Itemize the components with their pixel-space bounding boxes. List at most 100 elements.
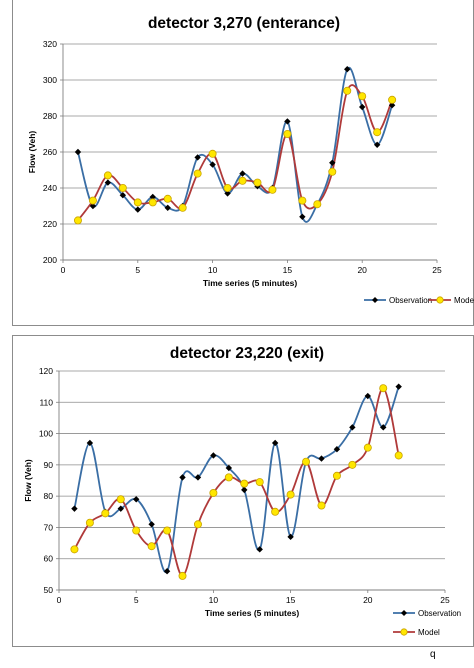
data-point-observation — [349, 424, 356, 431]
data-point-observation — [225, 464, 233, 472]
data-point-observation — [380, 424, 387, 431]
data-point-model — [343, 86, 352, 95]
data-point-observation — [71, 505, 78, 512]
data-point-observation — [364, 392, 371, 400]
chart-panel-exit: detector 23,220 (exit) 50 60 70 80 90 100 110 12… — [12, 335, 474, 647]
data-point-observation — [241, 486, 248, 494]
y-tick-label: 120 — [39, 366, 53, 376]
y-tick-label: 50 — [44, 585, 54, 595]
series-line-model — [77, 84, 393, 221]
data-point-observation — [284, 118, 291, 125]
data-point-observation — [224, 190, 231, 197]
data-point-observation — [329, 159, 336, 166]
data-point-model — [388, 95, 397, 104]
data-point-model — [178, 571, 187, 580]
data-point-observation — [194, 154, 201, 161]
chart-panel-entrance: detector 3,270 (enterance) 200 220 240 260 28… — [12, 0, 474, 326]
data-point-model — [332, 471, 341, 480]
data-point-model — [271, 507, 280, 516]
data-point-observation — [179, 474, 186, 481]
data-point-model — [255, 478, 264, 487]
y-tick-label: 80 — [44, 491, 54, 501]
x-tick-label: 0 — [61, 265, 66, 275]
legend-label-observation: Observation — [418, 609, 461, 618]
data-point-observation — [148, 521, 155, 528]
x-tick-label: 15 — [283, 265, 293, 275]
data-point-model — [224, 473, 233, 482]
x-axis-label: Time series (5 minutes) — [203, 278, 297, 288]
data-point-model — [358, 92, 367, 101]
data-point-observation — [164, 204, 171, 211]
data-point-model — [302, 457, 311, 466]
footer-text: q — [430, 649, 436, 660]
data-point-model — [148, 198, 157, 207]
x-tick-label: 0 — [57, 595, 62, 605]
data-point-model — [286, 490, 295, 499]
legend-marker-model — [436, 296, 444, 304]
data-point-observation — [395, 383, 402, 390]
y-tick-label: 240 — [43, 183, 57, 193]
data-point-model — [73, 216, 82, 225]
data-point-observation — [133, 496, 140, 503]
data-point-observation — [89, 202, 97, 210]
data-point-observation — [163, 568, 171, 575]
data-point-model — [283, 129, 292, 138]
data-point-observation — [333, 446, 341, 453]
data-point-observation — [388, 102, 396, 109]
data-point-observation — [86, 439, 94, 447]
data-point-model — [373, 128, 382, 137]
data-point-model — [70, 545, 79, 554]
data-point-observation — [117, 505, 124, 512]
data-point-observation — [134, 206, 141, 213]
y-axis-label: Flow (Veh) — [27, 131, 37, 174]
data-point-observation — [373, 141, 381, 148]
legend-marker-observation — [401, 610, 407, 616]
legend-label-model: Model — [454, 296, 474, 305]
data-point-model — [379, 384, 388, 393]
series-line-observation — [77, 66, 393, 223]
data-point-model — [223, 183, 232, 192]
data-point-observation — [149, 193, 156, 201]
legend-label-observation: Observation — [389, 296, 432, 305]
data-point-model — [298, 196, 307, 205]
x-tick-label: 20 — [363, 595, 373, 605]
data-point-model — [147, 542, 156, 551]
data-point-model — [101, 509, 110, 518]
data-point-model — [193, 520, 202, 529]
data-point-observation — [104, 179, 112, 186]
y-tick-label: 320 — [43, 39, 57, 49]
data-point-observation — [239, 170, 246, 177]
data-point-model — [103, 171, 112, 180]
data-point-model — [85, 518, 94, 527]
x-tick-label: 20 — [357, 265, 367, 275]
x-tick-label: 5 — [135, 265, 140, 275]
data-point-model — [363, 443, 372, 452]
data-point-model — [313, 200, 322, 209]
data-point-model — [88, 196, 97, 205]
data-point-model — [348, 460, 357, 469]
y-tick-label: 280 — [43, 111, 57, 121]
data-point-model — [178, 203, 187, 212]
y-tick-label: 90 — [44, 460, 54, 470]
data-point-observation — [74, 148, 82, 156]
y-tick-label: 260 — [43, 147, 57, 157]
y-tick-label: 60 — [44, 554, 54, 564]
series-line-model — [73, 387, 400, 577]
data-point-model — [163, 194, 172, 203]
data-point-model — [163, 526, 172, 535]
data-point-model — [209, 489, 218, 498]
data-point-observation — [318, 455, 325, 462]
data-point-observation — [299, 213, 306, 220]
data-point-model — [394, 451, 403, 460]
data-point-model — [116, 495, 125, 504]
x-tick-label: 10 — [208, 265, 218, 275]
x-tick-label: 25 — [440, 595, 450, 605]
data-point-observation — [359, 103, 366, 111]
chart-entrance: detector 3,270 (enterance)20022024026028… — [27, 15, 474, 305]
chart-exit: detector 23,220 (exit)506070809010011012… — [23, 345, 461, 637]
data-point-observation — [256, 546, 263, 553]
y-tick-label: 70 — [44, 522, 54, 532]
legend-marker-observation — [372, 297, 378, 303]
y-tick-label: 100 — [39, 429, 53, 439]
data-point-model — [253, 178, 262, 187]
